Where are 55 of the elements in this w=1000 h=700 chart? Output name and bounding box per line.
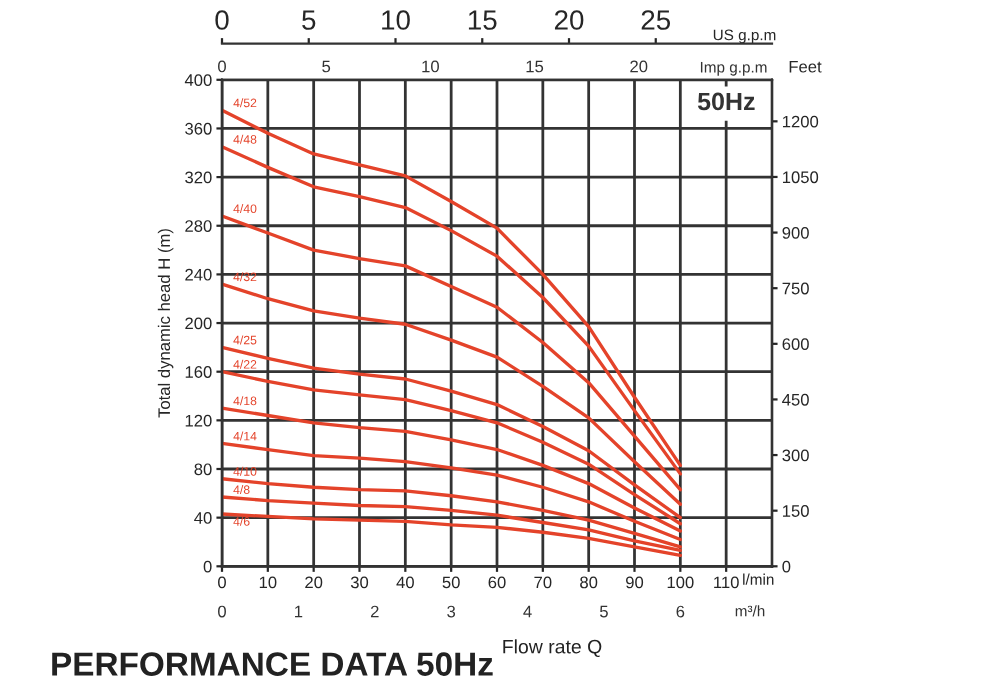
y-tick-label: 40 xyxy=(194,512,212,524)
y-axis-title: Total dynamic head H (m) xyxy=(157,229,174,418)
y2-tick-label: 1050 xyxy=(782,171,819,184)
text: 15 xyxy=(526,60,544,73)
x2-tick-label: 10 xyxy=(382,10,410,30)
y2-tick-label: 750 xyxy=(782,282,809,295)
x-tick-label: 100 xyxy=(667,576,694,589)
y-tick-label: 200 xyxy=(185,317,212,330)
y2-tick-label: 1200 xyxy=(782,115,819,128)
annotation: 50Hz xyxy=(697,92,755,111)
y2-tick-label: 0 xyxy=(782,560,791,573)
y2-axis-title: Feet xyxy=(789,60,822,73)
x-tick-label: 10 xyxy=(259,576,277,589)
x2-tick-label: 25 xyxy=(641,10,671,30)
x-tick-label: 50 xyxy=(442,576,460,589)
y-tick-label: 400 xyxy=(184,74,212,86)
y2-tick-label: 150 xyxy=(782,505,809,517)
y2-tick-label: 900 xyxy=(782,226,809,239)
text: 3 xyxy=(447,605,456,618)
y-tick-label: 80 xyxy=(194,463,212,476)
y2-tick-label: 300 xyxy=(782,449,809,462)
text: 4 xyxy=(523,605,532,618)
y-tick-label: 240 xyxy=(185,268,212,281)
text: 10 xyxy=(422,60,439,73)
y-tick-label: 160 xyxy=(185,366,212,378)
x-tick-label: 110 xyxy=(714,576,739,589)
x-tick-label: 40 xyxy=(396,576,414,589)
y-tick-label: 320 xyxy=(185,171,212,184)
x-tick-label: 70 xyxy=(534,576,552,589)
x2-tick-label: 20 xyxy=(554,10,584,30)
text: 2 xyxy=(370,605,379,618)
x2-tick-label: 5 xyxy=(302,10,316,30)
text: 1 xyxy=(295,605,303,618)
y-tick-label: 360 xyxy=(185,122,212,135)
y-tick-label: 120 xyxy=(185,414,212,427)
text: Flow rate Q xyxy=(503,639,602,658)
y2-tick-label: 450 xyxy=(782,393,809,406)
y-tick-label: 0 xyxy=(203,560,212,573)
text: 5 xyxy=(322,60,331,73)
x2-tick-label: 15 xyxy=(468,10,497,30)
text: 6 xyxy=(676,605,685,618)
x2-tick-label: 0 xyxy=(215,10,229,30)
x-tick-label: 80 xyxy=(580,576,598,589)
text: 20 xyxy=(630,60,648,73)
text: 0 xyxy=(218,605,226,618)
x-tick-label: 60 xyxy=(488,576,506,589)
x-tick-label: 90 xyxy=(626,576,644,589)
x-tick-label: 20 xyxy=(305,576,323,589)
x-tick-label: 30 xyxy=(350,576,369,589)
y-tick-label: 280 xyxy=(185,220,212,232)
text: 5 xyxy=(599,605,608,618)
text: PERFORMANCE DATA 50Hz xyxy=(52,652,493,676)
x-tick-label: 0 xyxy=(218,576,226,589)
y2-tick-label: 600 xyxy=(782,338,809,351)
text: 0 xyxy=(218,60,226,73)
